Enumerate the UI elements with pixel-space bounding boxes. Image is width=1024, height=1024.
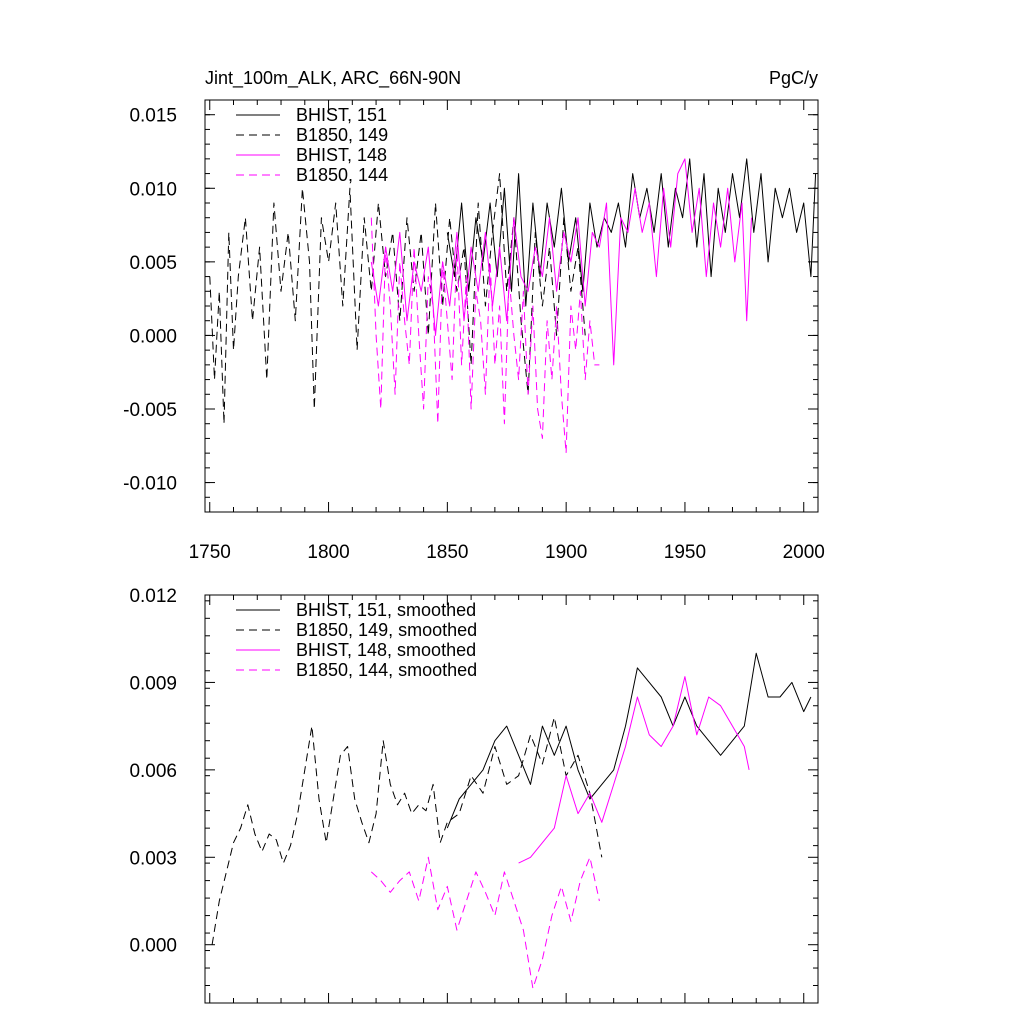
top-legend-label-3: BHIST, 148 (296, 145, 387, 165)
bottom-legend-label-4: B1850, 144, smoothed (296, 660, 477, 680)
top-title-right: PgC/y (769, 68, 818, 88)
top-ytick-label: 0.005 (129, 253, 177, 274)
bottom-ytick-label: 0.012 (129, 586, 177, 607)
top-legend-label-1: BHIST, 151 (296, 105, 387, 125)
top-series-4-line (370, 217, 600, 454)
top-xtick-label: 1850 (426, 542, 468, 563)
bottom-series-2-line (211, 716, 603, 945)
top-ytick-label: 0.010 (129, 179, 177, 200)
bottom-legend-label-1: BHIST, 151, smoothed (296, 600, 476, 620)
bottom-legend-label-2: B1850, 149, smoothed (296, 620, 477, 640)
top-series-3-line (370, 158, 752, 366)
bottom-ytick-label: 0.000 (129, 936, 177, 957)
bottom-series-4-line (370, 856, 600, 989)
top-xtick-label: 1950 (664, 542, 706, 563)
top-legend-label-4: B1850, 144 (296, 165, 388, 185)
top-plot: Jint_100m_ALK, ARC_66N-90N PgC/y 1750 180… (123, 68, 825, 563)
top-xtick-label: 1750 (189, 542, 231, 563)
top-series-group (209, 158, 817, 454)
bottom-series-3-line (518, 676, 750, 864)
top-plot-frame: 1750 1800 1850 1900 1950 2000 -0.010 -0.005 0.00… (123, 99, 825, 563)
top-series-2-line (209, 173, 586, 425)
top-xtick-label: 1800 (307, 542, 349, 563)
bottom-ytick-label: 0.009 (129, 673, 177, 694)
bottom-axes-box (204, 594, 819, 1004)
bottom-plot-frame: 0.000 0.003 0.006 0.009 0.012 (129, 586, 819, 1004)
top-xtick-label: 2000 (783, 542, 825, 563)
top-title-left: Jint_100m_ALK, ARC_66N-90N (205, 68, 461, 89)
top-series-1-line (446, 158, 817, 307)
top-legend-label-2: B1850, 149 (296, 125, 388, 145)
top-ytick-label: 0.000 (129, 326, 177, 347)
top-ytick-label: -0.005 (123, 400, 177, 421)
bottom-plot: 0.000 0.003 0.006 0.009 0.012 BHIST, 151, sm… (129, 586, 819, 1004)
top-xtick-label: 1900 (545, 542, 587, 563)
bottom-series-1-line (446, 652, 812, 829)
top-ytick-label: 0.015 (129, 106, 177, 127)
bottom-series-group (211, 652, 812, 989)
top-ytick-label: -0.010 (123, 474, 177, 495)
bottom-ytick-label: 0.003 (129, 848, 177, 869)
bottom-ytick-label: 0.006 (129, 761, 177, 782)
bottom-legend-label-3: BHIST, 148, smoothed (296, 640, 476, 660)
